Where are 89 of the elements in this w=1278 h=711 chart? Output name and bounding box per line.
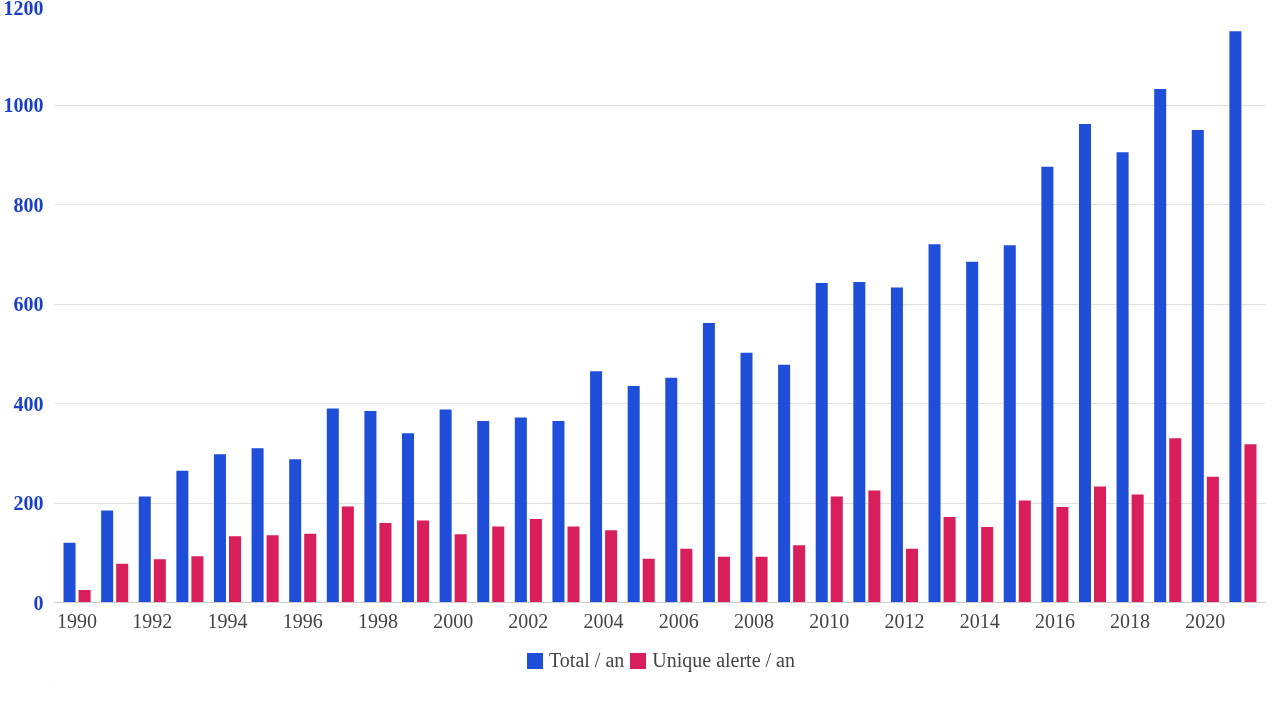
- bar: [266, 535, 279, 603]
- bar: [1131, 494, 1144, 603]
- bar: [289, 459, 302, 603]
- x-tick-label: 2014: [959, 609, 1000, 632]
- y-tick-label: 200: [13, 492, 44, 514]
- x-tick-label: 2016: [1034, 609, 1075, 632]
- x-tick-label: 2004: [583, 609, 624, 632]
- bar: [341, 506, 354, 603]
- bar: [1154, 89, 1167, 603]
- bar: [477, 420, 490, 603]
- bar: [665, 377, 678, 603]
- bar: [853, 282, 866, 603]
- bar: [229, 536, 242, 603]
- bar: [492, 526, 505, 603]
- bar: [439, 409, 452, 603]
- y-tick-label: 800: [13, 193, 44, 216]
- bar: [116, 563, 129, 603]
- x-tick-label: 2010: [809, 609, 850, 632]
- bar: [702, 322, 715, 603]
- bar: [943, 516, 956, 603]
- x-tick-label: 1990: [57, 609, 98, 632]
- bar: [905, 548, 918, 603]
- bar: [138, 496, 151, 603]
- bar: [251, 448, 264, 603]
- bar: [1056, 506, 1069, 603]
- bar: [1078, 123, 1091, 603]
- x-tick-label: 2000: [433, 609, 474, 632]
- bar: [793, 545, 806, 603]
- y-tick-label: 1200: [3, 0, 44, 19]
- x-tick-label: 2002: [508, 609, 549, 632]
- x-tick-label: 1994: [207, 609, 248, 632]
- x-tick-label: 2006: [658, 609, 699, 632]
- bar: [1018, 500, 1031, 603]
- bar: [1206, 476, 1219, 603]
- bar: [928, 244, 941, 603]
- bar: [1169, 438, 1182, 603]
- bar: [402, 433, 415, 603]
- bar: [529, 518, 542, 603]
- bar: [981, 526, 994, 603]
- bar: [605, 530, 618, 603]
- bar: [191, 556, 204, 603]
- bar: [1244, 444, 1257, 603]
- bar: [1041, 166, 1054, 603]
- bar: [153, 559, 166, 603]
- bar: [101, 510, 114, 603]
- bar: [740, 352, 753, 603]
- y-tick-label: 600: [13, 293, 44, 315]
- x-tick-label: 2020: [1185, 609, 1226, 632]
- bar: [1116, 152, 1129, 603]
- bar: [1003, 245, 1016, 603]
- bar: [213, 454, 226, 603]
- bar: [966, 261, 979, 603]
- y-tick-label: 0: [33, 591, 44, 614]
- bar: [627, 386, 640, 603]
- bar: [1191, 129, 1204, 603]
- bar: [755, 556, 768, 603]
- bar: [830, 496, 843, 603]
- bar: [176, 470, 189, 603]
- x-tick-label: 1992: [132, 609, 173, 632]
- bar: [364, 410, 377, 603]
- bar: [868, 490, 881, 603]
- bar: [815, 283, 828, 603]
- bar: [78, 590, 91, 603]
- bar: [567, 526, 580, 603]
- bar: [326, 408, 339, 603]
- x-tick-label: 1998: [357, 609, 398, 632]
- x-tick-label: 2018: [1110, 609, 1151, 632]
- bar: [590, 371, 603, 603]
- bar: [1229, 31, 1242, 603]
- bar: [417, 520, 430, 603]
- bar: [379, 522, 392, 603]
- x-tick-label: 2008: [734, 609, 775, 632]
- legend-label: Unique alerte / an: [652, 648, 795, 672]
- bar: [63, 542, 76, 603]
- x-tick-label: 2012: [884, 609, 925, 632]
- bar: [514, 417, 527, 603]
- bar: [454, 534, 467, 603]
- legend-label: Total / an: [549, 648, 625, 672]
- x-tick-label: 1996: [282, 609, 323, 632]
- y-tick-label: 400: [13, 392, 44, 415]
- bar: [890, 287, 903, 603]
- bar: [778, 364, 791, 603]
- bar: [717, 556, 730, 603]
- y-tick-label: 1000: [3, 94, 44, 116]
- bar: [304, 533, 317, 603]
- bar: [642, 558, 655, 603]
- bar: [680, 548, 693, 603]
- bar: [1094, 486, 1107, 603]
- bar: [552, 420, 565, 603]
